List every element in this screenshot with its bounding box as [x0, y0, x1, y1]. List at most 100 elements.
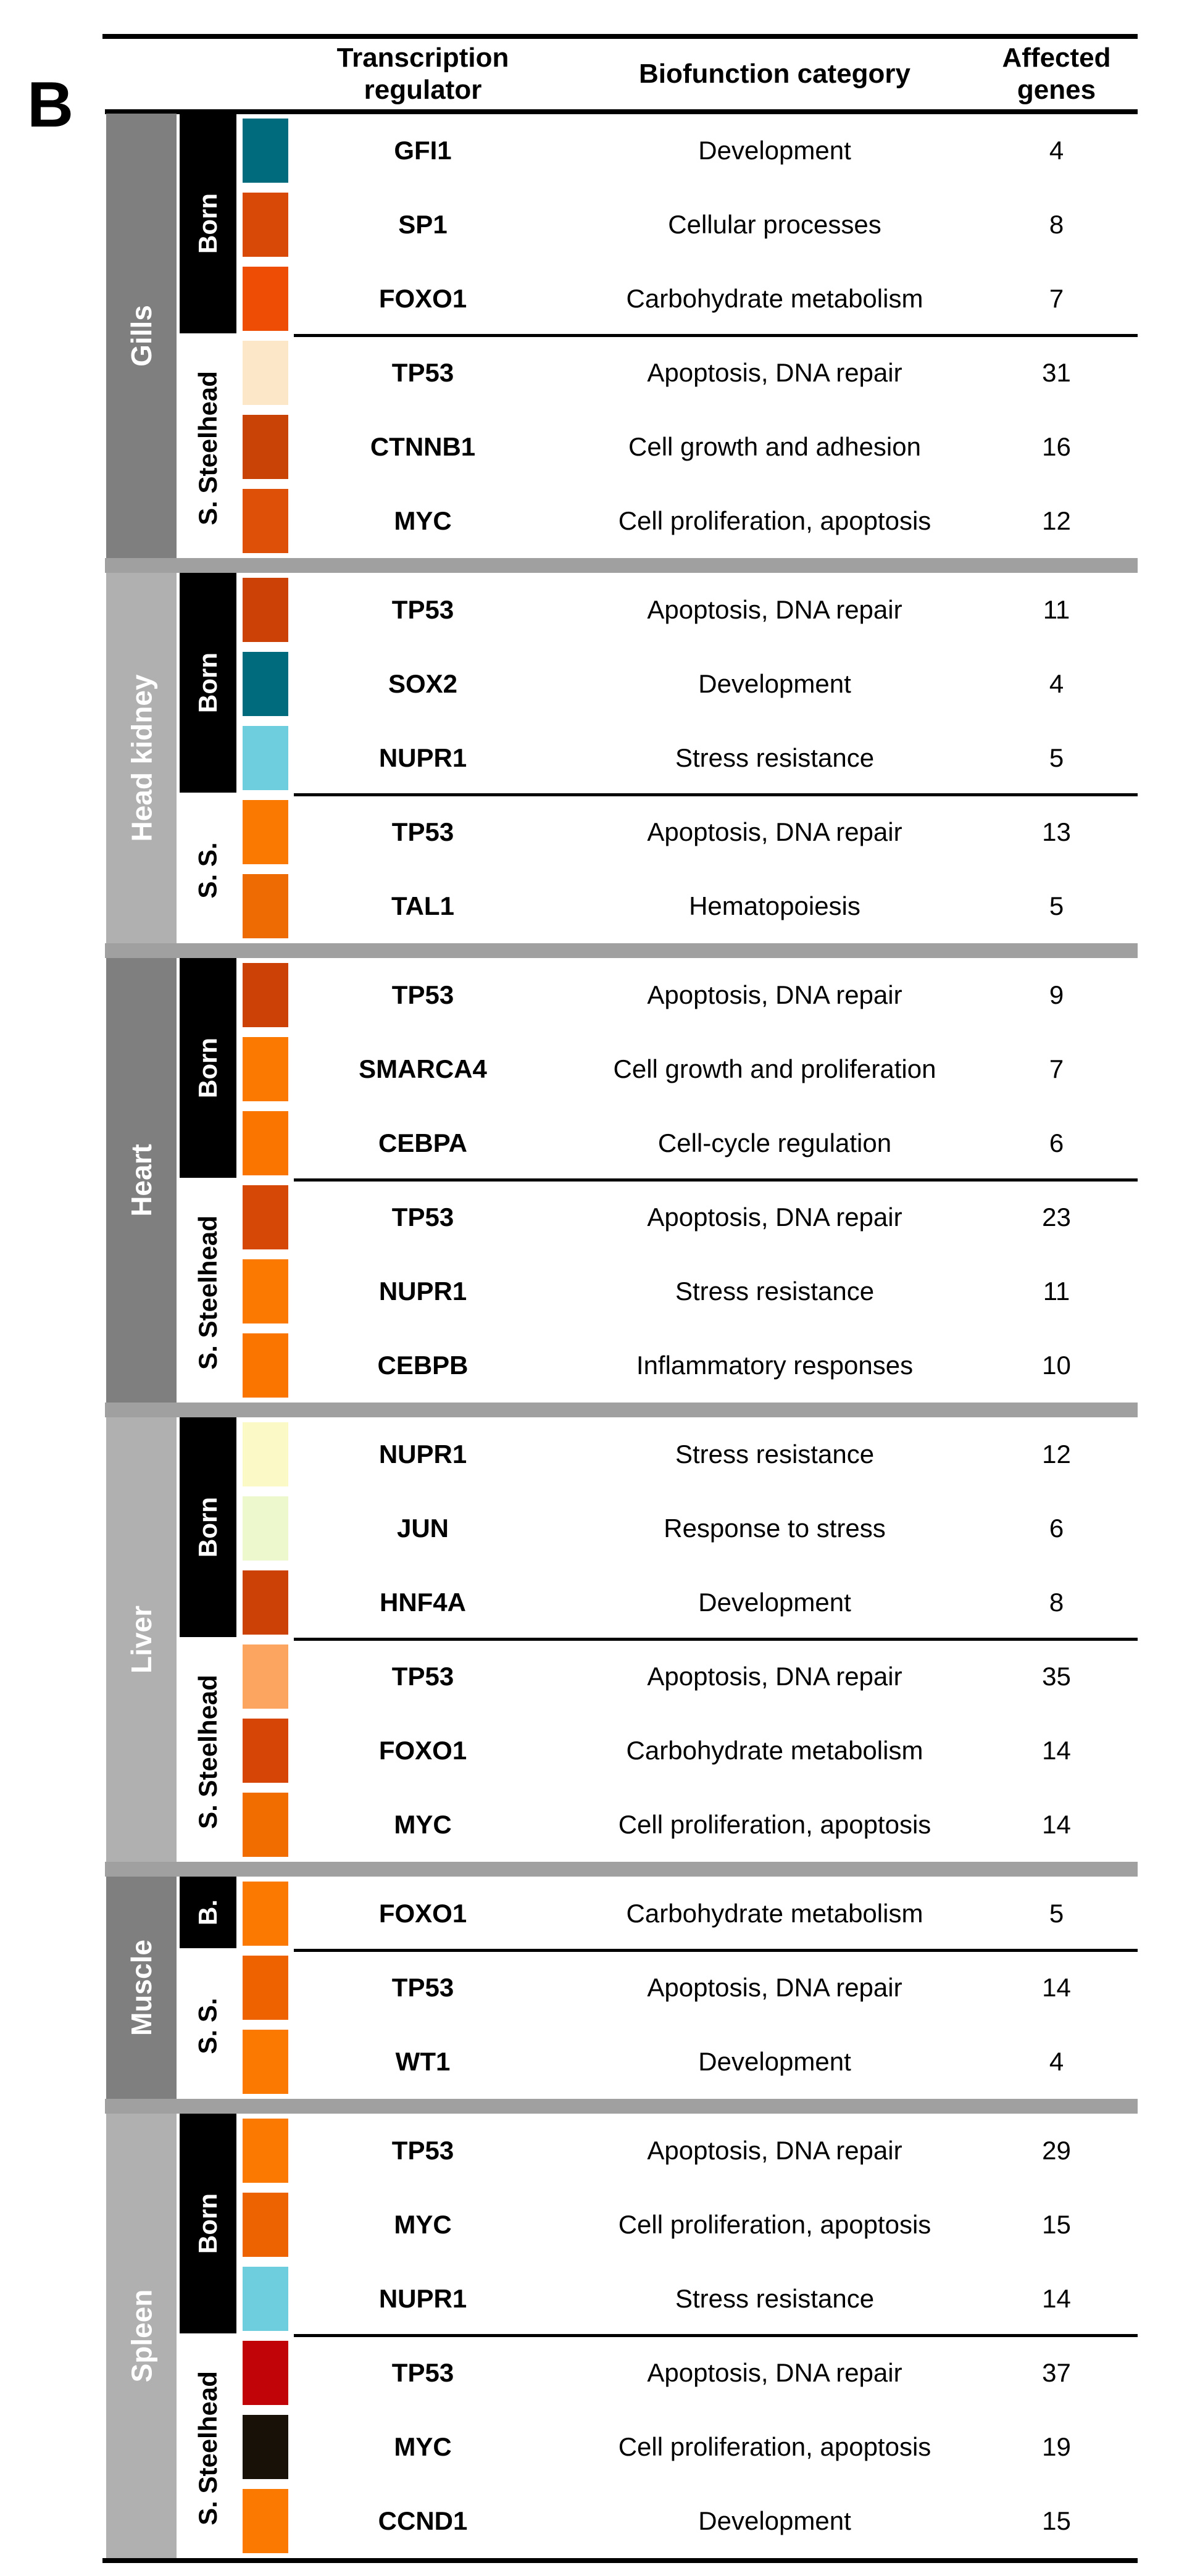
regulator-color-swatch	[243, 1185, 288, 1249]
biofunction-category: Development	[698, 2047, 851, 2076]
biofunction-category: Apoptosis, DNA repair	[647, 1662, 902, 1691]
biofunction-category: Development	[698, 1588, 851, 1617]
biofunction-category: Cell growth and proliferation	[613, 1054, 936, 1083]
regulator-name: TP53	[391, 358, 454, 387]
biofunction-category: Cell proliferation, apoptosis	[618, 2210, 931, 2239]
biofunction-category: Development	[698, 2506, 851, 2535]
tissue-separator-strip	[105, 1862, 1138, 1877]
group-label: B.	[193, 1899, 222, 1925]
regulator-color-swatch	[243, 2193, 288, 2257]
regulator-color-swatch	[243, 2267, 288, 2331]
regulator-color-swatch	[243, 2341, 288, 2405]
regulator-name: NUPR1	[378, 743, 467, 772]
regulator-name: TP53	[391, 1203, 454, 1232]
group-separator-rule	[294, 2334, 1138, 2337]
biofunction-category: Apoptosis, DNA repair	[647, 358, 902, 387]
group-bar-steelhead: S. Steelhead	[180, 1642, 236, 1862]
regulator-name: FOXO1	[378, 1736, 467, 1765]
regulator-color-swatch	[243, 489, 288, 553]
group-separator-rule	[294, 1949, 1138, 1952]
tissue-label: Liver	[125, 1606, 157, 1674]
affected-genes-count: 6	[1049, 1514, 1064, 1543]
affected-genes-count: 16	[1042, 432, 1071, 461]
group-separator-rule	[294, 1178, 1138, 1182]
panel-label: B	[27, 69, 74, 141]
group-bar-steelhead: S. S.	[180, 1953, 236, 2099]
group-label: S. Steelhead	[193, 2371, 223, 2525]
regulator-color-swatch	[243, 1496, 288, 1561]
group-label: Born	[193, 652, 222, 713]
affected-genes-count: 5	[1049, 743, 1064, 772]
regulator-color-swatch	[243, 1644, 288, 1709]
affected-genes-count: 4	[1049, 2047, 1064, 2076]
regulator-color-swatch	[243, 1956, 288, 2020]
regulator-name: MYC	[394, 506, 452, 535]
biofunction-category: Cellular processes	[668, 210, 881, 239]
regulator-color-swatch	[243, 652, 288, 716]
regulator-name: TP53	[391, 1973, 454, 2002]
affected-genes-count: 13	[1042, 817, 1071, 846]
group-label: S. S.	[193, 1998, 222, 2054]
biofunction-category: Stress resistance	[675, 2284, 875, 2313]
regulator-name: GFI1	[394, 136, 452, 165]
regulator-color-swatch	[243, 1333, 288, 1398]
biofunction-category: Inflammatory responses	[636, 1351, 914, 1380]
group-bar-steelhead: S. Steelhead	[180, 2338, 236, 2558]
regulator-name: MYC	[394, 2210, 452, 2239]
affected-genes-count: 11	[1043, 1277, 1070, 1306]
affected-genes-count: 29	[1042, 2136, 1071, 2165]
affected-genes-count: 35	[1042, 1662, 1071, 1691]
regulator-color-swatch	[243, 341, 288, 405]
regulator-color-swatch	[243, 1719, 288, 1783]
tissue-bar: Muscle	[106, 1877, 177, 2099]
affected-genes-count: 31	[1042, 358, 1071, 387]
biofunction-category: Hematopoiesis	[689, 891, 860, 920]
regulator-name: CCND1	[378, 2506, 468, 2535]
biofunction-category: Response to stress	[664, 1514, 886, 1543]
tissue-bar: Gills	[106, 114, 177, 558]
tissue-bar: Liver	[106, 1417, 177, 1862]
biofunction-category: Apoptosis, DNA repair	[647, 980, 902, 1009]
biofunction-category: Stress resistance	[675, 1440, 875, 1469]
regulator-color-swatch	[243, 800, 288, 864]
regulator-name: SMARCA4	[359, 1054, 487, 1083]
biofunction-category: Carbohydrate metabolism	[626, 1736, 923, 1765]
group-label: Born	[193, 2193, 222, 2254]
group-label: S. Steelhead	[193, 1675, 223, 1829]
group-separator-rule	[294, 334, 1138, 337]
group-label: S. Steelhead	[193, 1215, 223, 1370]
tissue-label: Heart	[125, 1144, 158, 1217]
biofunction-category: Development	[698, 136, 851, 165]
regulator-name: TP53	[391, 980, 454, 1009]
biofunction-category: Apoptosis, DNA repair	[647, 595, 902, 624]
biofunction-category: Development	[698, 669, 851, 698]
group-bar-steelhead: S. Steelhead	[180, 1183, 236, 1403]
regulator-name: NUPR1	[378, 1277, 467, 1306]
biofunction-category: Apoptosis, DNA repair	[647, 2358, 902, 2387]
affected-genes-count: 15	[1042, 2506, 1071, 2535]
group-label: S. Steelhead	[193, 371, 223, 525]
tissue-label: Gills	[125, 305, 157, 367]
group-label: Born	[193, 193, 222, 254]
regulator-name: MYC	[394, 2432, 452, 2461]
biofunction-category: Cell proliferation, apoptosis	[618, 1810, 931, 1839]
regulator-color-swatch	[243, 267, 288, 331]
regulator-color-swatch	[243, 1570, 288, 1635]
biofunction-category: Carbohydrate metabolism	[626, 284, 923, 313]
regulator-name: TP53	[391, 2136, 454, 2165]
column-header-affected-genes: Affected genes	[1002, 43, 1111, 105]
group-label: Born	[193, 1038, 222, 1098]
group-bar-born: Born	[180, 114, 236, 333]
regulator-name: FOXO1	[378, 284, 467, 313]
biofunction-category: Apoptosis, DNA repair	[647, 1973, 902, 2002]
affected-genes-count: 14	[1042, 2284, 1071, 2313]
affected-genes-count: 10	[1042, 1351, 1071, 1380]
regulator-color-swatch	[243, 2489, 288, 2553]
tissue-bar: Spleen	[106, 2114, 177, 2558]
affected-genes-count: 11	[1043, 595, 1070, 624]
regulator-color-swatch	[243, 2030, 288, 2094]
regulator-name: TP53	[391, 817, 454, 846]
affected-genes-count: 9	[1049, 980, 1064, 1009]
affected-genes-count: 37	[1042, 2358, 1071, 2387]
biofunction-category: Apoptosis, DNA repair	[647, 817, 902, 846]
